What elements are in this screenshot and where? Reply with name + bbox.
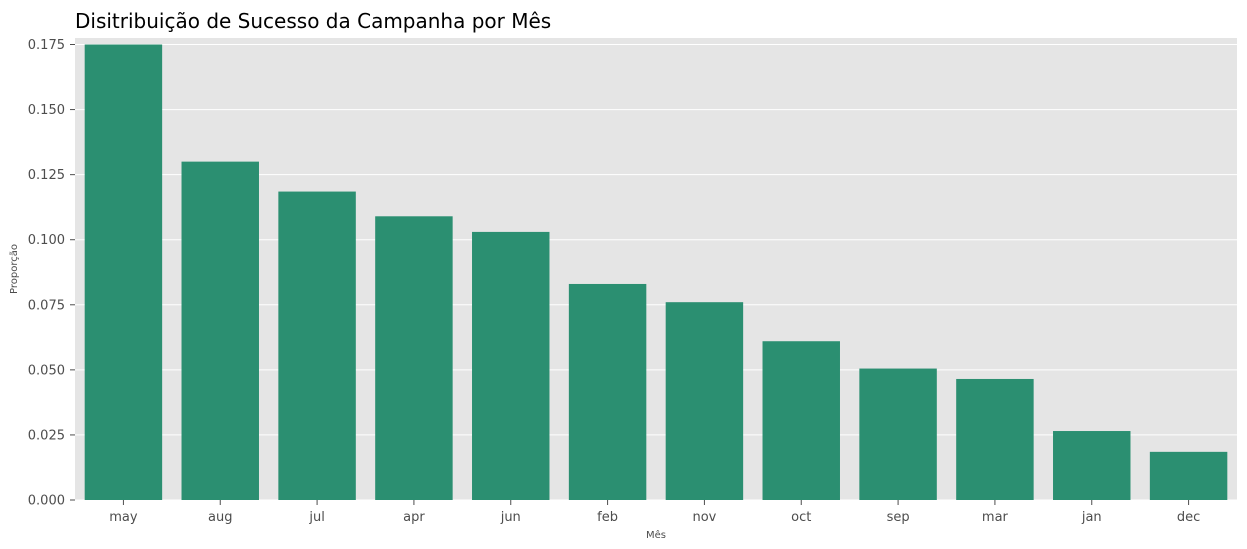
x-axis-ticks: may aug jul apr jun feb nov oct sep mar jan dec <box>109 500 1200 525</box>
x-tick-label: oct <box>791 510 811 525</box>
chart-title: Disitribuição de Sucesso da Campanha por… <box>75 9 551 33</box>
gridlines <box>75 44 1237 501</box>
y-tick-label: 0.125 <box>28 168 65 183</box>
bar-oct <box>762 341 840 500</box>
y-tick-label: 0.150 <box>28 103 65 118</box>
bar-apr <box>375 216 453 500</box>
y-tick-label: 0.100 <box>28 233 65 248</box>
bar-may <box>84 44 163 500</box>
plot-area <box>75 38 1237 500</box>
y-axis-label: Proporção <box>9 244 20 294</box>
bar-nov <box>665 302 744 500</box>
y-tick-label: 0.000 <box>28 494 65 509</box>
y-tick-label: 0.050 <box>28 363 65 378</box>
y-tick-label: 0.075 <box>28 298 65 313</box>
bar-mar <box>956 378 1034 500</box>
x-tick-label: jun <box>500 510 521 525</box>
bar-jul <box>278 191 356 500</box>
bar-feb <box>568 283 647 500</box>
bar-dec <box>1149 451 1228 500</box>
x-tick-label: nov <box>692 510 716 525</box>
x-tick-label: jan <box>1081 510 1102 525</box>
x-tick-label: mar <box>982 510 1009 525</box>
x-tick-label: sep <box>887 510 910 525</box>
x-tick-label: apr <box>403 510 425 525</box>
y-tick-label: 0.025 <box>28 428 65 443</box>
x-tick-label: feb <box>597 510 618 525</box>
y-tick-label: 0.175 <box>28 38 65 53</box>
bar-sep <box>859 368 937 500</box>
x-tick-label: aug <box>208 510 232 525</box>
x-tick-label: dec <box>1177 510 1200 525</box>
bars <box>84 44 1228 501</box>
bar-jun <box>472 231 550 501</box>
y-axis-ticks: 0.000 0.025 0.050 0.075 0.100 0.125 0.150 0.175 <box>28 38 75 509</box>
x-tick-label: may <box>109 510 138 525</box>
x-tick-label: jul <box>308 510 324 525</box>
bar-jan <box>1053 431 1131 500</box>
bar-aug <box>181 161 259 501</box>
x-axis-label: Mês <box>646 529 666 541</box>
